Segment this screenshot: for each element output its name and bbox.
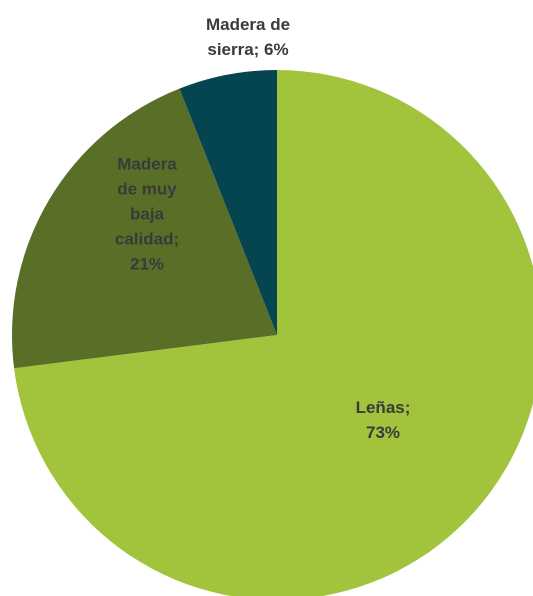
data-label-line: Madera xyxy=(117,154,177,173)
data-label-line: Madera de xyxy=(206,15,290,34)
data-label-line: calidad; xyxy=(115,229,179,248)
data-label-line: Leñas; xyxy=(356,398,411,417)
data-label-line: 21% xyxy=(130,254,164,273)
data-label-line: 73% xyxy=(366,423,400,442)
pie-slice xyxy=(179,70,277,335)
data-label: Madera de muy baja calidad; 21% xyxy=(115,154,179,273)
pie-slice xyxy=(14,70,533,596)
pie-slice xyxy=(11,88,277,369)
data-label: Leñas; 73% xyxy=(356,398,411,442)
data-label-line: de muy xyxy=(117,179,177,198)
data-label-line: baja xyxy=(130,204,165,223)
data-label: Madera de sierra; 6% xyxy=(206,15,290,59)
data-label-line: sierra; 6% xyxy=(207,40,288,59)
